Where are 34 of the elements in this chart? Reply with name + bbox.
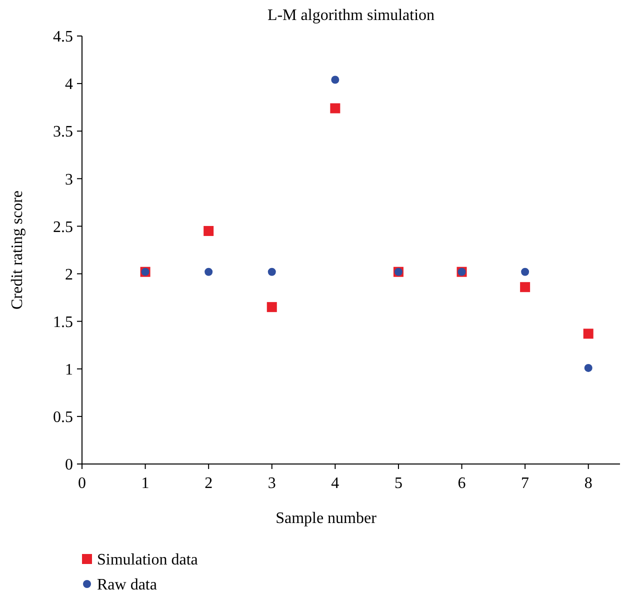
x-tick-label: 5 [394, 475, 402, 492]
y-tick-label: 0.5 [53, 409, 73, 426]
legend-label: Simulation data [97, 552, 198, 569]
y-tick-label: 0 [65, 456, 73, 474]
y-tick-label: 1 [65, 361, 73, 378]
point [584, 364, 592, 372]
point [266, 302, 277, 312]
y-tick-label: 2.5 [53, 218, 73, 236]
point [204, 226, 214, 236]
x-tick-label: 7 [521, 475, 530, 492]
y-tick-label: 1.5 [53, 314, 73, 331]
legend-label: Raw data [97, 576, 157, 594]
x-tick-label: 8 [584, 475, 592, 492]
x-axis-title: Sample number [276, 510, 378, 527]
point [331, 76, 340, 84]
x-tick-label: 4 [331, 475, 340, 492]
y-tick-label: 4.5 [53, 28, 73, 46]
point [521, 268, 530, 276]
point [583, 328, 594, 339]
point [520, 282, 530, 292]
y-tick-label: 3 [65, 171, 73, 188]
x-tick-label: 0 [78, 475, 86, 492]
x-tick-label: 6 [458, 475, 466, 492]
x-tick-label: 3 [268, 475, 276, 492]
y-tick-label: 3.5 [53, 124, 73, 141]
y-axis-title: Credit rating score [9, 190, 26, 310]
point [330, 103, 340, 114]
chart-title: L-M algorithm simulation [267, 7, 435, 24]
x-tick-label: 1 [141, 475, 150, 492]
y-tick-label: 2 [65, 266, 73, 284]
point [268, 268, 276, 276]
point [204, 268, 213, 276]
x-tick-label: 2 [204, 475, 213, 492]
y-tick-label: 4 [65, 76, 73, 94]
